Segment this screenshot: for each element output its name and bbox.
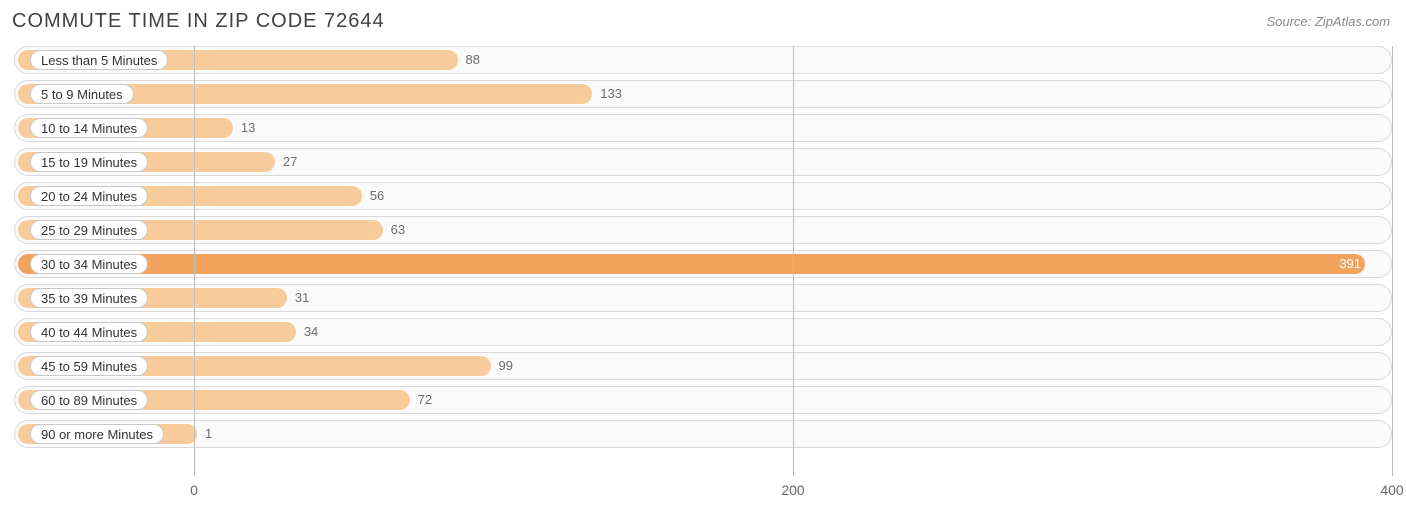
- bar-row: 56 20 to 24 Minutes: [14, 182, 1392, 210]
- chart-title: COMMUTE TIME IN ZIP CODE 72644: [12, 10, 385, 33]
- bar-value-label: 56: [362, 182, 384, 210]
- category-label: 15 to 19 Minutes: [30, 152, 148, 172]
- x-axis-tick-label: 400: [1380, 482, 1403, 498]
- bar-row: 1 90 or more Minutes: [14, 420, 1392, 448]
- category-label: Less than 5 Minutes: [30, 50, 168, 70]
- bar-row: 34 40 to 44 Minutes: [14, 318, 1392, 346]
- bar-row: 27 15 to 19 Minutes: [14, 148, 1392, 176]
- category-label: 30 to 34 Minutes: [30, 254, 148, 274]
- category-label: 90 or more Minutes: [30, 424, 164, 444]
- chart-container: COMMUTE TIME IN ZIP CODE 72644 Source: Z…: [0, 0, 1406, 522]
- grid-line: [194, 46, 195, 476]
- x-axis-tick-label: 0: [190, 482, 198, 498]
- bar-row: 88 Less than 5 Minutes: [14, 46, 1392, 74]
- bar-value-label: 1: [197, 420, 212, 448]
- bar-value-label: 88: [458, 46, 480, 74]
- bar-value-label: 99: [491, 352, 513, 380]
- bar-value-label: 34: [296, 318, 318, 346]
- category-label: 10 to 14 Minutes: [30, 118, 148, 138]
- row-background: [14, 420, 1392, 448]
- bar-value-label: 27: [275, 148, 297, 176]
- bar-value-label: 391: [18, 254, 1361, 274]
- x-axis-tick-label: 200: [781, 482, 804, 498]
- category-label: 60 to 89 Minutes: [30, 390, 148, 410]
- bar-row: 39130 to 34 Minutes: [14, 250, 1392, 278]
- category-label: 5 to 9 Minutes: [30, 84, 134, 104]
- grid-line: [793, 46, 794, 476]
- bar-row: 63 25 to 29 Minutes: [14, 216, 1392, 244]
- bar-row: 133 5 to 9 Minutes: [14, 80, 1392, 108]
- category-label: 20 to 24 Minutes: [30, 186, 148, 206]
- chart-source: Source: ZipAtlas.com: [1266, 14, 1390, 29]
- category-label: 45 to 59 Minutes: [30, 356, 148, 376]
- bar-value-label: 13: [233, 114, 255, 142]
- bar-row: 99 45 to 59 Minutes: [14, 352, 1392, 380]
- bar-value-label: 31: [287, 284, 309, 312]
- bar-row: 13 10 to 14 Minutes: [14, 114, 1392, 142]
- category-label: 35 to 39 Minutes: [30, 288, 148, 308]
- plot-area: 88Less than 5 Minutes1335 to 9 Minutes13…: [14, 46, 1392, 476]
- grid-line: [1392, 46, 1393, 476]
- bar-rows: 88Less than 5 Minutes1335 to 9 Minutes13…: [14, 46, 1392, 454]
- bar-row: 72 60 to 89 Minutes: [14, 386, 1392, 414]
- bar-row: 31 35 to 39 Minutes: [14, 284, 1392, 312]
- bar-value-label: 72: [410, 386, 432, 414]
- category-label: 25 to 29 Minutes: [30, 220, 148, 240]
- bar-value-label: 133: [592, 80, 622, 108]
- bar-value-label: 63: [383, 216, 405, 244]
- category-label: 40 to 44 Minutes: [30, 322, 148, 342]
